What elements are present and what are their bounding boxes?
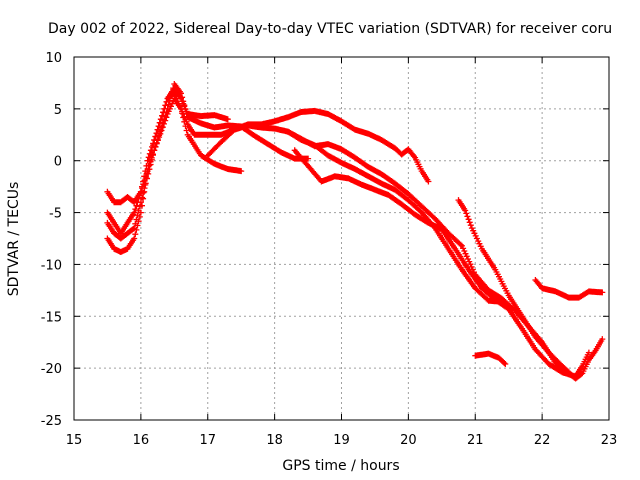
x-tick-label: 20 — [400, 433, 417, 448]
x-tick-label: 15 — [66, 433, 83, 448]
y-tick-label: -5 — [49, 207, 62, 222]
data-point-marks — [455, 197, 572, 376]
data-point-marks — [204, 122, 606, 382]
series-track-e — [204, 122, 606, 382]
series-track-d — [104, 95, 245, 242]
grid-lines — [74, 57, 609, 420]
x-tick-label: 18 — [266, 433, 283, 448]
chart-title: Day 002 of 2022, Sidereal Day-to-day VTE… — [48, 21, 612, 37]
series-track-j — [472, 350, 509, 367]
y-tick-label: 0 — [54, 155, 62, 170]
x-tick-labels: 15 16 17 18 19 20 21 22 23 — [66, 433, 618, 448]
data-point-marks — [532, 277, 606, 301]
y-tick-label: -20 — [41, 362, 62, 377]
data-point-marks — [291, 147, 592, 380]
x-tick-label: 19 — [333, 433, 350, 448]
data-point-marks — [285, 128, 512, 309]
x-tick-label: 22 — [534, 433, 551, 448]
data-point-marks — [104, 95, 245, 242]
y-tick-labels: -25 -20 -15 -10 -5 0 5 10 — [41, 51, 62, 429]
x-tick-label: 21 — [467, 433, 484, 448]
y-tick-label: 5 — [54, 103, 62, 118]
series-track-h — [455, 197, 572, 376]
y-axis-label: SDTVAR / TECUs — [6, 182, 22, 297]
series-track-g — [285, 128, 512, 309]
y-tick-label: -25 — [41, 414, 62, 429]
x-tick-label: 17 — [199, 433, 216, 448]
x-tick-label: 23 — [601, 433, 618, 448]
data-marks — [104, 81, 606, 382]
x-tick-label: 16 — [133, 433, 150, 448]
y-tick-label: 10 — [45, 51, 62, 66]
series-track-f — [291, 147, 592, 380]
data-point-marks — [472, 350, 509, 367]
axis-ticks — [73, 56, 610, 421]
series-track-i — [532, 277, 606, 301]
y-tick-label: -15 — [41, 310, 62, 325]
x-axis-label: GPS time / hours — [282, 458, 399, 474]
y-tick-label: -10 — [41, 258, 62, 273]
